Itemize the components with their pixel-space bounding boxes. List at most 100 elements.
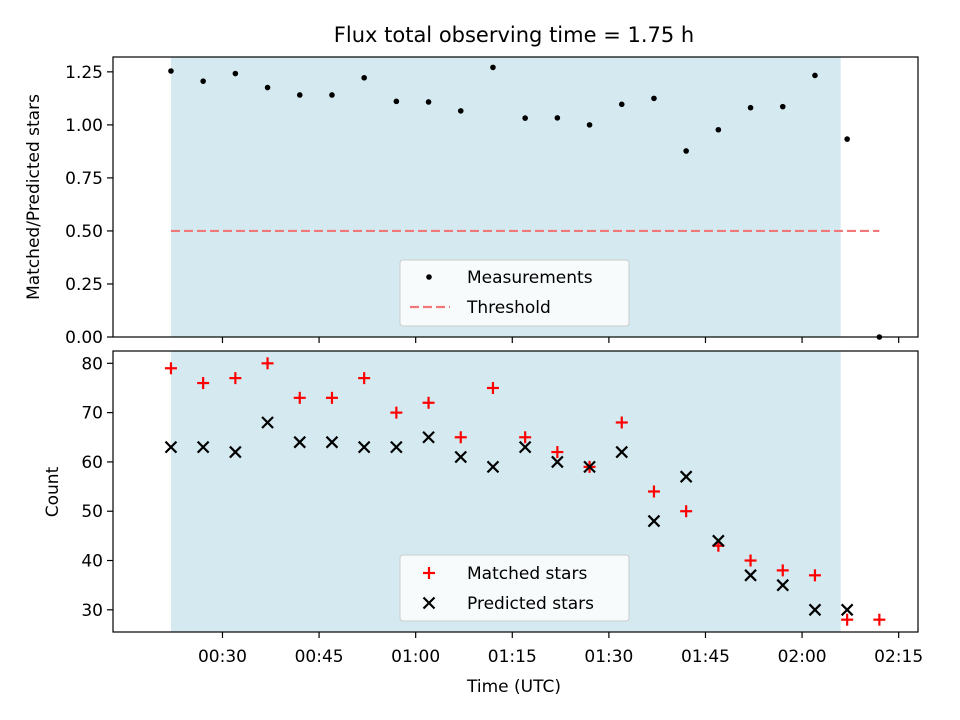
matched-point xyxy=(808,569,821,582)
x-axis-label: Time (UTC) xyxy=(466,677,561,697)
x-tick-label: 01:30 xyxy=(584,647,633,667)
ratio-x-ticks xyxy=(221,337,900,343)
y-tick-label: 1.25 xyxy=(65,63,103,83)
y-tick-label: 0.00 xyxy=(65,328,103,348)
measurement-point xyxy=(425,99,432,105)
matched-point xyxy=(293,391,306,404)
matched-point xyxy=(776,564,789,577)
y-tick-label: 1.00 xyxy=(65,116,103,136)
measurement-point xyxy=(522,115,528,121)
count-y-ticks: 30 40 50 60 70 80 xyxy=(81,354,113,621)
matched-point xyxy=(423,567,435,579)
measurement-point xyxy=(779,103,786,110)
matched-point xyxy=(551,446,564,459)
y-tick-label: 0.25 xyxy=(65,275,103,295)
count-legend-box xyxy=(399,554,630,622)
measurement-point xyxy=(618,101,625,108)
count-y-label: Count xyxy=(43,466,63,517)
measurement-point xyxy=(812,72,818,79)
y-tick-label: 0.75 xyxy=(65,169,103,189)
matched-point xyxy=(454,431,467,444)
legend-predicted-marker xyxy=(422,596,436,610)
matched-point xyxy=(261,357,274,370)
predicted-point xyxy=(744,569,757,582)
matched-point xyxy=(422,396,435,409)
predicted-point xyxy=(615,445,629,459)
measurement-point xyxy=(844,136,850,142)
legend-predicted-label: Predicted stars xyxy=(467,594,594,614)
matched-point xyxy=(680,505,693,518)
y-tick-label: 30 xyxy=(81,601,103,621)
count-points xyxy=(164,357,886,626)
matched-point xyxy=(390,406,403,419)
matched-point xyxy=(519,431,532,444)
predicted-point xyxy=(808,603,822,617)
measurement-point xyxy=(200,78,206,84)
predicted-point xyxy=(325,435,339,449)
y-tick-label: 60 xyxy=(81,453,103,473)
y-tick-label: 80 xyxy=(81,354,103,374)
predicted-point xyxy=(679,470,693,483)
ratio-y-label: Matched/Predicted stars xyxy=(24,94,44,300)
matched-point xyxy=(229,372,242,385)
measurement-point xyxy=(296,92,303,98)
predicted-point xyxy=(776,578,790,592)
x-tick-label: 01:15 xyxy=(488,647,537,667)
measurement-point xyxy=(586,122,593,128)
predicted-point xyxy=(422,596,436,610)
y-tick-label: 50 xyxy=(81,502,103,522)
measurement-point xyxy=(393,98,400,105)
ratio-panel: 0.00 0.25 0.50 0.75 1.00 1.25 Matched/Predict… xyxy=(24,56,919,348)
legend-matched-label: Matched stars xyxy=(467,564,587,584)
figure-title: Flux total observing time = 1.75 h xyxy=(334,23,694,47)
y-tick-label: 70 xyxy=(81,404,103,424)
measurement-point xyxy=(715,126,722,133)
x-tick-label: 00:30 xyxy=(198,647,247,667)
measurement-point xyxy=(747,104,754,111)
predicted-point xyxy=(454,450,468,464)
ratio-frame xyxy=(112,56,919,338)
predicted-point xyxy=(390,440,403,454)
count-x-ticks: 00:30 00:45 01:00 01:15 01:30 01:45 02:00 02:15 xyxy=(198,632,923,667)
predicted-point xyxy=(840,603,854,617)
measurement-point xyxy=(232,70,239,77)
matched-point xyxy=(486,381,499,394)
predicted-point xyxy=(261,416,274,429)
measurement-point xyxy=(168,68,174,74)
measurement-point xyxy=(683,148,689,154)
measurement-point xyxy=(554,115,561,121)
predicted-point xyxy=(229,445,242,459)
matched-point xyxy=(647,485,660,498)
predicted-point xyxy=(583,460,596,474)
measurement-point xyxy=(651,95,657,102)
ratio-legend: Measurements Threshold xyxy=(399,259,630,327)
y-tick-label: 0.50 xyxy=(65,222,103,242)
measurement-point xyxy=(361,74,367,81)
count-panel: 30 40 50 60 70 80 00:30 00:45 01:00 01:15 01:30 01… xyxy=(43,350,923,697)
measurement-point xyxy=(457,108,464,114)
legend-matched-marker xyxy=(423,567,435,579)
predicted-point xyxy=(518,440,532,454)
count-frame xyxy=(112,350,919,633)
count-legend: Matched stars Predicted stars xyxy=(399,554,630,622)
x-tick-label: 01:00 xyxy=(391,647,440,667)
predicted-point xyxy=(712,534,725,548)
predicted-point xyxy=(293,435,307,449)
ratio-points xyxy=(168,64,883,340)
matched-point xyxy=(325,391,338,404)
matched-point xyxy=(358,372,371,385)
measurement-point xyxy=(329,92,335,98)
measurement-point xyxy=(264,84,271,91)
ratio-legend-box xyxy=(399,259,630,327)
x-tick-label: 01:45 xyxy=(681,647,730,667)
legend-measurements-label: Measurements xyxy=(467,268,593,288)
legend-measurements-marker xyxy=(426,274,432,280)
matched-point xyxy=(873,613,886,626)
legend-threshold-label: Threshold xyxy=(466,298,551,318)
x-tick-label: 00:45 xyxy=(295,647,344,667)
matched-point xyxy=(744,554,757,567)
y-tick-label: 40 xyxy=(81,552,103,572)
ratio-y-ticks: 0.00 0.25 0.50 0.75 1.00 1.25 xyxy=(65,63,113,348)
x-tick-label: 02:00 xyxy=(778,647,827,667)
